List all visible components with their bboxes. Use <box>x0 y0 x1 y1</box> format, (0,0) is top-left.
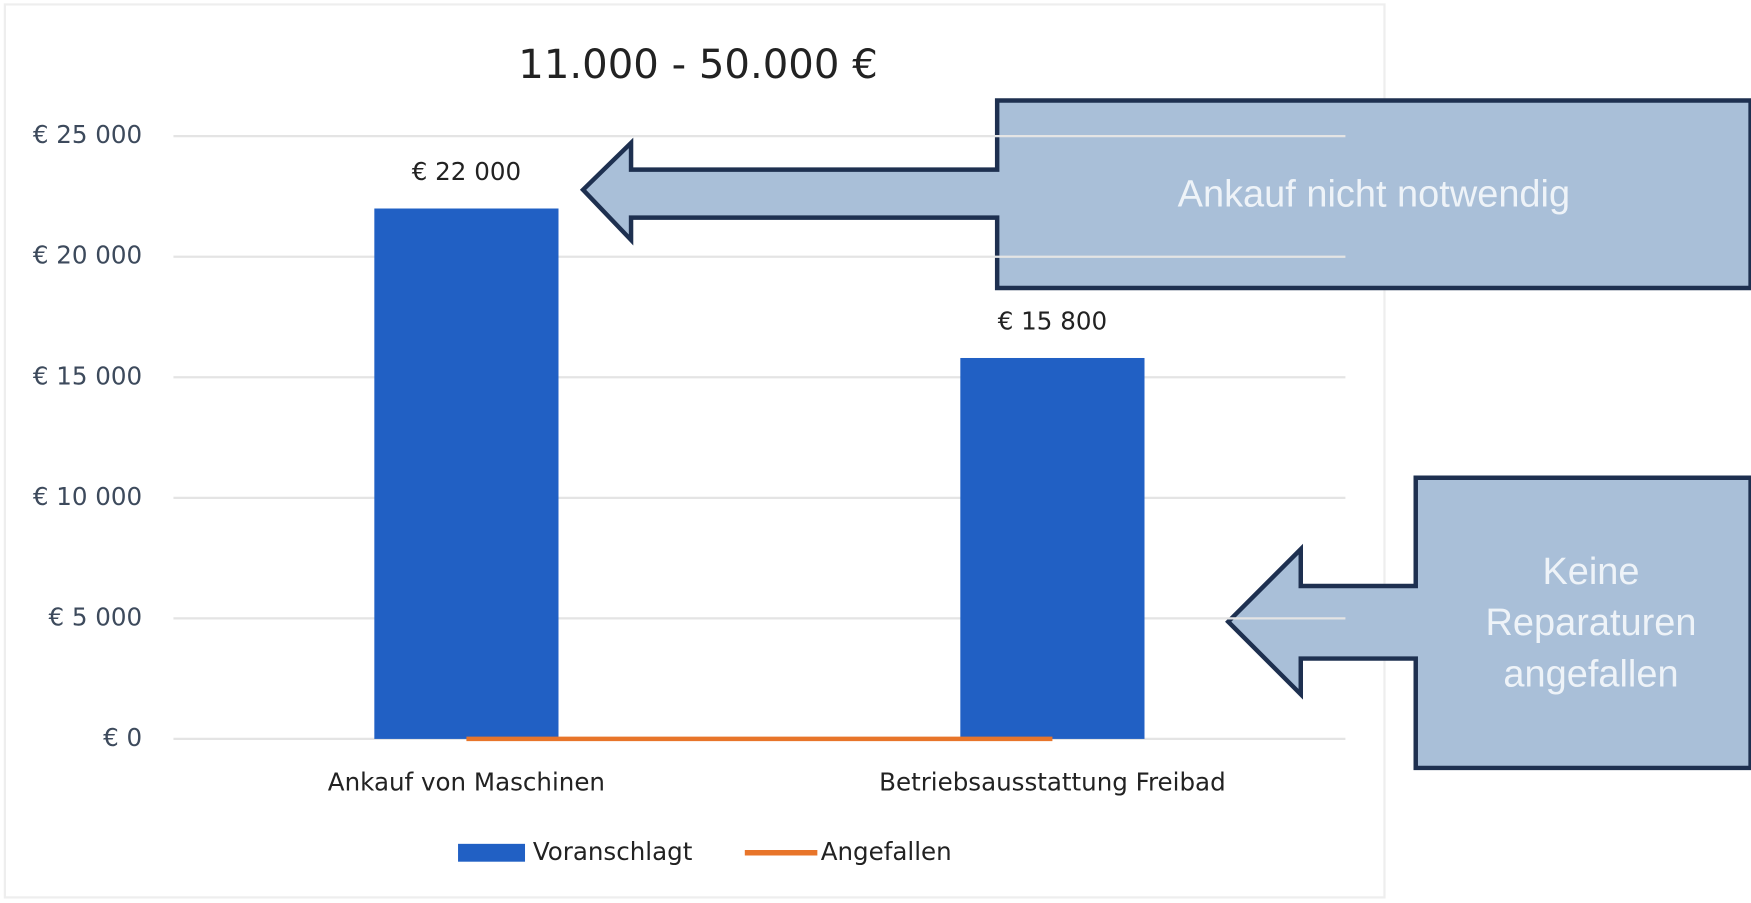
annotation: Keine Reparaturen angefallen <box>1485 550 1697 696</box>
bar <box>374 208 559 739</box>
data-label: € 15 800 <box>998 306 1107 335</box>
legend-label: Angefallen <box>821 837 952 866</box>
y-tick-label: € 10 000 <box>33 482 142 511</box>
data-label: € 22 000 <box>412 157 521 186</box>
bar <box>960 357 1145 739</box>
y-tick-label: € 5 000 <box>48 602 142 631</box>
x-tick-label: Ankauf von Maschinen <box>328 768 605 797</box>
y-tick-label: € 20 000 <box>33 241 142 270</box>
x-tick-label: Betriebsausstattung Freibad <box>879 768 1226 797</box>
callout-box: Ankauf nicht notwendig <box>1177 173 1571 216</box>
legend-swatch <box>458 843 526 862</box>
annotation: Ankauf nicht notwendig <box>1177 173 1571 216</box>
callout-box: Keine Reparaturen angefallen <box>1485 550 1697 696</box>
y-tick-label: € 25 000 <box>33 120 142 149</box>
y-tick-label: € 0 <box>103 723 142 752</box>
legend-label: Voranschlagt <box>533 837 693 866</box>
y-tick-label: € 15 000 <box>33 361 142 390</box>
chart-title: 11.000 - 50.000 € <box>518 42 878 88</box>
